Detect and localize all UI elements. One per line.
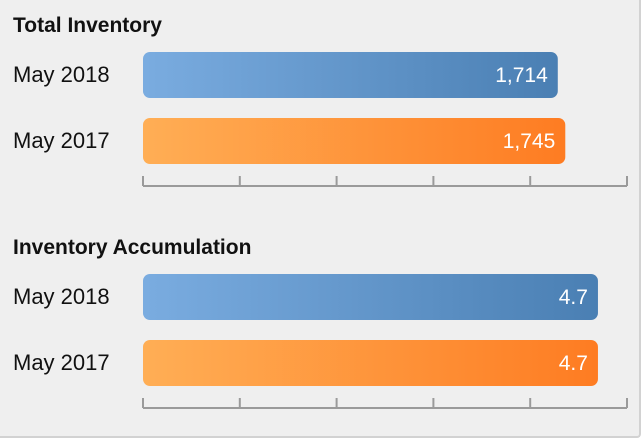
- bar-value-label: 4.7: [559, 286, 588, 309]
- bar-value-label: 1,745: [503, 130, 556, 153]
- bar-value-label: 4.7: [559, 352, 588, 375]
- bar: [143, 340, 598, 386]
- bar: [143, 118, 566, 164]
- category-label: May 2017: [13, 350, 110, 375]
- chart-title-total-inventory: Total Inventory: [13, 14, 162, 37]
- category-label: May 2018: [13, 62, 110, 87]
- chart-title-inventory-accumulation: Inventory Accumulation: [13, 236, 251, 259]
- bar: [143, 52, 558, 98]
- bar-value-label: 1,714: [495, 64, 548, 87]
- category-label: May 2018: [13, 284, 110, 309]
- bar: [143, 274, 598, 320]
- category-label: May 2017: [13, 128, 110, 153]
